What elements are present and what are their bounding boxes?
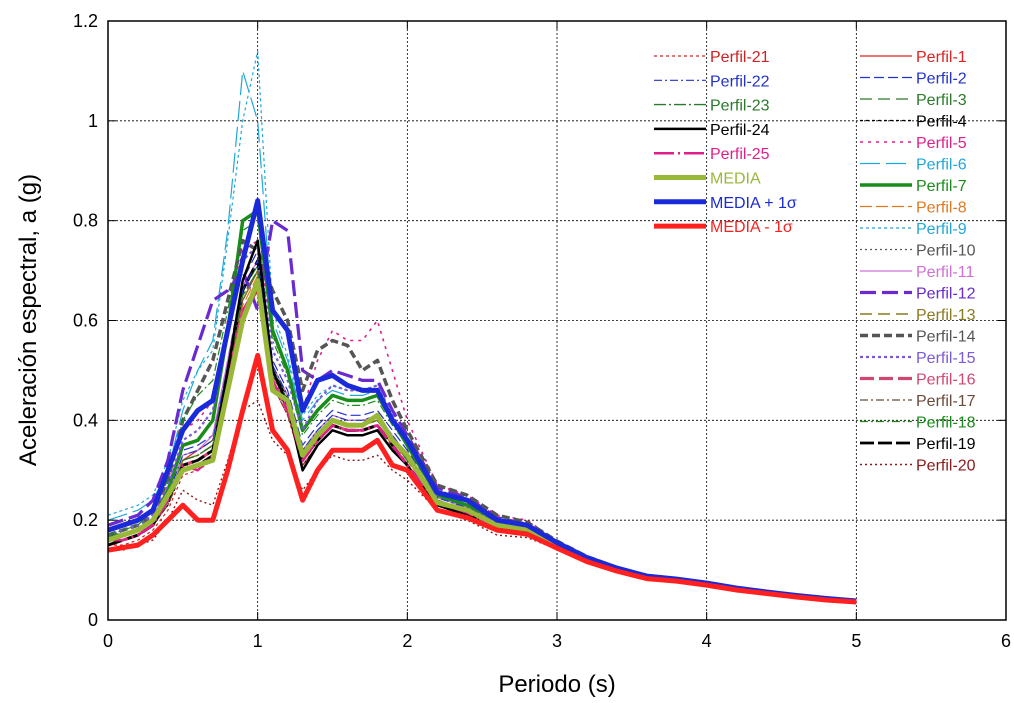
legend-label: Perfil-13 xyxy=(916,307,976,324)
series-line-perfil-5 xyxy=(107,239,857,602)
legend-label: MEDIA - 1σ xyxy=(710,219,793,236)
x-tick-label: 6 xyxy=(1001,631,1011,651)
legend-label: Perfil-6 xyxy=(916,157,967,174)
legend-label: MEDIA + 1σ xyxy=(710,195,797,212)
y-tick-label: 0.6 xyxy=(73,311,98,331)
legend-label: Perfil-19 xyxy=(916,436,976,453)
y-tick-label: 1.2 xyxy=(73,11,98,31)
tick-marks: 0 1 2 3 4 5 6 0 0.2 0.4 0.6 0.8 1 1.2 xyxy=(73,11,1011,651)
legend-label: Perfil-23 xyxy=(710,98,770,115)
series-line-media-1- xyxy=(107,352,857,605)
legend-label: Perfil-18 xyxy=(916,415,976,432)
x-tick-label: 5 xyxy=(851,631,861,651)
x-tick-label: 3 xyxy=(552,631,562,651)
legend-label: Perfil-4 xyxy=(916,114,967,131)
y-tick-label: 0.2 xyxy=(73,510,98,530)
legend-label: Perfil-14 xyxy=(916,329,976,346)
series-line-perfil-18 xyxy=(107,220,857,602)
legend-label: MEDIA xyxy=(710,171,761,188)
legend-label: Perfil-21 xyxy=(710,49,770,66)
y-axis-title: Aceleración espectral, a (g) xyxy=(15,174,42,466)
legend-label: Perfil-22 xyxy=(710,73,770,90)
legend-label: Perfil-20 xyxy=(916,458,976,475)
legend-label: Perfil-5 xyxy=(916,135,967,152)
x-tick-label: 2 xyxy=(402,631,412,651)
legend-label: Perfil-17 xyxy=(916,393,976,410)
legend-label: Perfil-3 xyxy=(916,92,967,109)
legend-label: Perfil-11 xyxy=(916,264,974,281)
x-tick-label: 0 xyxy=(103,631,113,651)
x-tick-label: 4 xyxy=(702,631,712,651)
legend-label: Perfil-9 xyxy=(916,221,967,238)
legend-label: Perfil-15 xyxy=(916,350,976,367)
legend: Perfil-21 Perfil-22 Perfil-23 Perfil-24 Perf… xyxy=(654,49,976,475)
legend-label: Perfil-8 xyxy=(916,200,967,217)
legend-label: Perfil-2 xyxy=(916,71,967,88)
series-layer xyxy=(107,50,857,605)
y-tick-label: 0 xyxy=(88,610,98,630)
x-axis-title: Periodo (s) xyxy=(498,671,615,698)
y-tick-label: 0.8 xyxy=(73,211,98,231)
legend-label: Perfil-25 xyxy=(710,146,770,163)
legend-label: Perfil-10 xyxy=(916,243,976,260)
y-tick-label: 0.4 xyxy=(73,410,98,430)
x-tick-label: 1 xyxy=(253,631,263,651)
legend-label: Perfil-16 xyxy=(916,372,976,389)
legend-label: Perfil-24 xyxy=(710,122,770,139)
legend-label: Perfil-7 xyxy=(916,178,967,195)
y-tick-label: 1 xyxy=(88,111,98,131)
legend-label: Perfil-1 xyxy=(916,49,967,66)
legend-label: Perfil-12 xyxy=(916,286,976,303)
